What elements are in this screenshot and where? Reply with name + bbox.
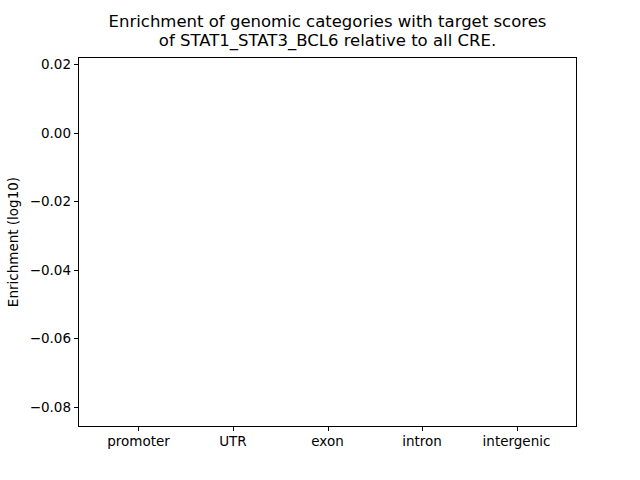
figure-canvas: Enrichment of genomic categories with ta… — [0, 0, 640, 480]
y-axis-label: Enrichment (log10) — [5, 177, 21, 307]
chart-title-line2: of STAT1_STAT3_BCL6 relative to all CRE. — [78, 31, 577, 50]
x-tick-label-UTR: UTR — [219, 433, 247, 449]
x-tick-label-promoter: promoter — [107, 433, 170, 449]
x-tick-mark — [233, 427, 234, 431]
x-tick-mark — [138, 427, 139, 431]
plot-area — [78, 57, 577, 427]
x-tick-label-exon: exon — [311, 433, 343, 449]
chart-title: Enrichment of genomic categories with ta… — [78, 12, 577, 50]
y-tick-label: −0.08 — [11, 400, 71, 414]
y-tick-label: −0.06 — [11, 331, 71, 345]
x-tick-label-intron: intron — [402, 433, 442, 449]
y-tick-label: 0.02 — [11, 57, 71, 71]
x-tick-mark — [328, 427, 329, 431]
x-tick-mark — [422, 427, 423, 431]
x-tick-mark — [517, 427, 518, 431]
y-tick-label: 0.00 — [11, 126, 71, 140]
chart-title-line1: Enrichment of genomic categories with ta… — [78, 12, 577, 31]
x-tick-label-intergenic: intergenic — [483, 433, 551, 449]
